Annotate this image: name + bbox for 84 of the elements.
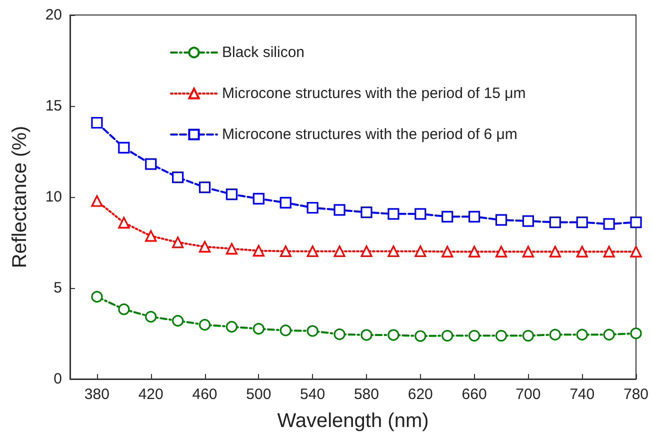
point [468, 210, 480, 222]
point [198, 182, 211, 194]
legend-label: Microcone structures with the period of 15 μm [222, 85, 526, 102]
point [414, 330, 426, 342]
x-axis-title: Wavelength (nm) [277, 410, 429, 432]
point [172, 314, 184, 327]
x-tick-label: 780 [623, 386, 649, 403]
point [306, 202, 318, 214]
x-tick-label: 700 [516, 386, 541, 403]
point [91, 195, 103, 207]
point [280, 245, 292, 258]
y-tick-label: 15 [45, 98, 62, 114]
point [145, 158, 157, 170]
y-tick-label: 20 [45, 6, 62, 24]
point [360, 329, 372, 341]
point [388, 208, 400, 220]
legend-label: Black silicon [222, 44, 305, 61]
legend-label: Microcone structures with the period of 6 μm [222, 126, 518, 143]
point [198, 318, 211, 331]
point [334, 328, 346, 340]
point [172, 236, 184, 248]
point [118, 216, 130, 228]
point [522, 330, 534, 342]
point [145, 310, 157, 323]
point [522, 246, 534, 258]
point [549, 328, 561, 340]
point [495, 246, 508, 258]
x-tick-label: 420 [138, 386, 164, 403]
point [226, 320, 238, 333]
point [252, 322, 264, 335]
point [630, 216, 642, 228]
point [603, 246, 615, 258]
point [630, 246, 642, 258]
x-tick-label: 620 [408, 386, 433, 403]
point [468, 246, 480, 258]
point [91, 116, 103, 129]
point [252, 192, 264, 204]
point [442, 210, 454, 222]
point [468, 330, 480, 342]
y-axis-title: Reflectance (%) [9, 126, 31, 268]
x-tick-label: 660 [462, 386, 487, 403]
x-tick-label: 740 [570, 386, 595, 403]
point [630, 328, 642, 340]
point [549, 246, 561, 258]
point [414, 245, 426, 258]
point [118, 142, 130, 154]
point [198, 240, 211, 252]
point [414, 208, 426, 220]
point [603, 218, 615, 230]
point [306, 245, 318, 258]
point [226, 242, 238, 254]
point [576, 246, 588, 258]
point [280, 196, 292, 208]
point [226, 188, 238, 200]
point [495, 330, 508, 342]
point [576, 216, 588, 228]
point [172, 172, 184, 184]
point [334, 204, 346, 216]
point [442, 330, 454, 342]
point [145, 230, 157, 242]
point [360, 206, 372, 218]
y-tick-label: 10 [45, 188, 62, 206]
point [280, 324, 292, 336]
point [118, 303, 130, 316]
point [495, 214, 508, 226]
point [91, 290, 103, 303]
y-tick-label: 0 [54, 370, 62, 388]
point [388, 329, 400, 341]
y-tick-label: 5 [54, 280, 62, 296]
x-tick-label: 580 [354, 386, 379, 403]
x-tick-label: 540 [300, 386, 326, 403]
x-tick-label: 460 [192, 386, 218, 403]
point [603, 328, 615, 340]
point [549, 216, 561, 228]
x-tick-label: 380 [84, 386, 110, 403]
point [252, 244, 264, 256]
point [522, 215, 534, 227]
point [360, 245, 372, 258]
point [442, 246, 454, 258]
point [576, 328, 588, 340]
point [334, 245, 346, 258]
point [306, 325, 318, 337]
point [388, 245, 400, 258]
x-tick-label: 500 [246, 386, 272, 403]
